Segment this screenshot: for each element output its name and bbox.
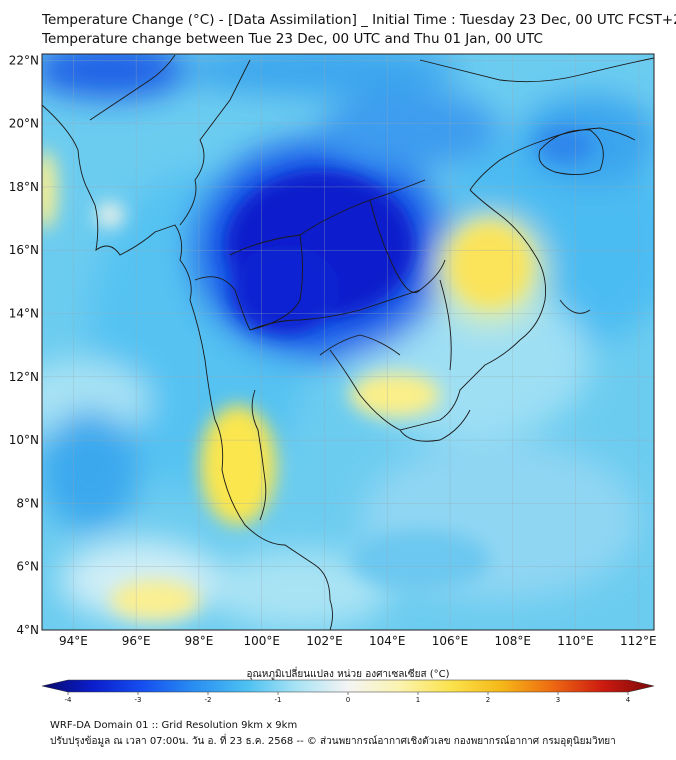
footer-credit: ปรับปรุงข้อมูล ณ เวลา 07:00น. วัน อ. ที่… — [50, 736, 616, 747]
colorbar-tick-label: 3 — [556, 696, 560, 704]
lon-tick-label: 104°E — [369, 634, 406, 648]
lon-tick-label: 110°E — [557, 634, 594, 648]
lat-tick-label: 12°N — [9, 370, 39, 384]
lon-tick-label: 100°E — [243, 634, 280, 648]
lon-tick-label: 96°E — [122, 634, 151, 648]
colorbar-tick-label: -1 — [275, 696, 282, 704]
map-subtitle: Temperature change between Tue 23 Dec, 0… — [42, 31, 543, 47]
lat-tick-label: 10°N — [9, 433, 39, 447]
lon-tick-label: 102°E — [306, 634, 343, 648]
map-title: Temperature Change (°C) - [Data Assimila… — [42, 12, 676, 28]
lat-tick-label: 22°N — [9, 53, 39, 67]
lat-tick-label: 8°N — [16, 496, 39, 510]
temperature-field — [42, 54, 654, 630]
lon-tick-label: 112°E — [620, 634, 657, 648]
colorbar-tick-label: 2 — [486, 696, 490, 704]
colorbar: -4 -3 -2 -1 0 1 2 3 4 — [41, 679, 655, 704]
colorbar-tick-label: 1 — [416, 696, 420, 704]
footer-model-info: WRF-DA Domain 01 :: Grid Resolution 9km … — [50, 720, 298, 731]
coastlines — [42, 54, 654, 630]
colorbar-label: อุณหภูมิเปลี่ยนแปลง หน่วย องศาเซลเซียส (… — [246, 666, 449, 680]
colorbar-tick-label: -4 — [65, 696, 73, 704]
map-frame — [41, 53, 655, 631]
lon-tick-label: 94°E — [59, 634, 88, 648]
lat-tick-label: 4°N — [16, 623, 39, 637]
lon-tick-label: 108°E — [495, 634, 532, 648]
colorbar-tick-label: -2 — [205, 696, 212, 704]
lon-tick-label: 106°E — [432, 634, 469, 648]
lat-tick-label: 16°N — [9, 243, 39, 257]
colorbar-tick-label: -3 — [135, 696, 142, 704]
colorbar-tick-label: 0 — [346, 696, 350, 704]
lon-tick-label: 98°E — [184, 634, 213, 648]
colorbar-ticks: -4 -3 -2 -1 0 1 2 3 4 — [65, 692, 631, 704]
graticule — [42, 54, 654, 630]
lat-tick-label: 20°N — [9, 117, 39, 131]
colorbar-tick-label: 4 — [626, 696, 631, 704]
latitude-axis: 22°N 20°N 18°N 16°N 14°N 12°N 10°N 8°N 6°N 4°N — [9, 53, 39, 637]
colorbar-bar — [41, 679, 655, 693]
lat-tick-label: 6°N — [16, 560, 39, 574]
longitude-axis: 94°E 96°E 98°E 100°E 102°E 104°E 106°E 108°E 110… — [59, 634, 657, 648]
lat-tick-label: 14°N — [9, 307, 39, 321]
lat-tick-label: 18°N — [9, 180, 39, 194]
